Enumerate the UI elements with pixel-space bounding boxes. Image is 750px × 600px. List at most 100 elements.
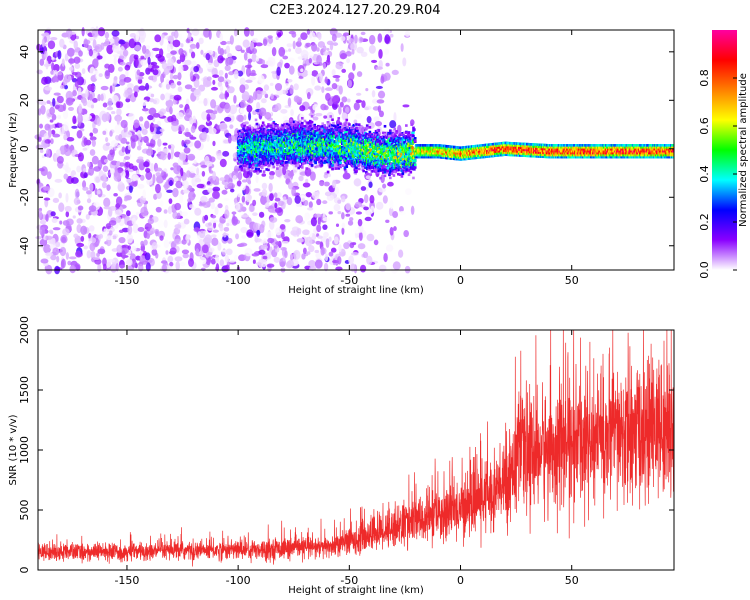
spectrogram-cell [356, 129, 359, 132]
spectrogram-cell [173, 94, 182, 101]
spectrogram-cell [65, 192, 69, 203]
spectrogram-cell [305, 167, 309, 170]
spectrogram-cell [200, 164, 208, 168]
spectrogram-cell [236, 149, 240, 153]
spectrogram-cell [361, 138, 365, 142]
spectrogram-cell [147, 218, 154, 225]
spectrogram-cell [272, 129, 276, 133]
spectrogram-cell [239, 84, 246, 93]
spectrogram-cell [357, 167, 361, 171]
spectrogram-cell [301, 253, 306, 260]
spectrogram-cell [281, 160, 285, 163]
spectrogram-cell [362, 134, 365, 137]
spectrogram-cell [344, 157, 348, 161]
spectrogram-cell [286, 134, 290, 137]
spectrogram-cell [251, 47, 258, 55]
spectrogram-cell [210, 258, 216, 265]
spectrogram-cell [138, 116, 144, 122]
spectrogram-cell [391, 69, 399, 76]
spectrogram-cell [292, 161, 296, 165]
spectrogram-cell [241, 91, 250, 101]
spectrogram-cell [50, 37, 58, 41]
spectrogram-cell [219, 123, 228, 130]
spectrogram-cell [112, 54, 120, 58]
spectrogram-cell [253, 153, 257, 157]
spectrogram-cell [114, 209, 123, 217]
spectrogram-cell [299, 105, 306, 112]
spectrogram-cell [169, 106, 173, 115]
spectrogram-cell [327, 158, 331, 161]
spectrogram-cell [83, 137, 88, 146]
spectrogram-cell [375, 66, 384, 70]
spectrogram-cell [224, 264, 230, 272]
spectrogram-cell [335, 253, 342, 257]
spectrogram-cell [224, 254, 230, 263]
spectrogram-cell [300, 116, 304, 120]
spectrogram-cell [51, 123, 56, 129]
spectrogram-cell [353, 228, 361, 234]
spectrogram-cell [315, 240, 321, 245]
spectrogram-cell [317, 153, 321, 156]
spectrogram-cell [39, 47, 43, 52]
spectrogram-cell [328, 141, 332, 145]
spectrogram-cell [39, 149, 44, 154]
spectrogram-cell [118, 237, 126, 244]
spectrogram-cell [276, 167, 279, 170]
spectrogram-cell [136, 158, 144, 164]
spectrogram-cell [249, 132, 252, 136]
spectrogram-cell [74, 52, 80, 56]
spectrogram-cell [72, 90, 77, 97]
spectrogram-cell [302, 247, 307, 255]
spectrogram-cell [199, 230, 206, 239]
spectrogram-cell [163, 67, 170, 76]
spectrogram-cell [179, 104, 184, 109]
spectrogram-cell [236, 130, 240, 134]
spectrogram-cell [254, 169, 258, 173]
spectrogram-cell [246, 104, 253, 113]
spectrogram-cell [260, 151, 264, 154]
spectrogram-cell [311, 76, 316, 86]
spectrogram-cell [198, 100, 204, 104]
spectrogram-cell [323, 173, 329, 179]
spectrogram-cell [170, 114, 177, 123]
spectrogram-cell [351, 145, 355, 148]
spectrogram-cell [286, 132, 290, 136]
spectrogram-cell [314, 149, 317, 153]
spectrogram-cell [260, 146, 263, 150]
spectrogram-cell [76, 242, 85, 248]
spectrogram-cell [274, 207, 283, 213]
spectrogram-cell [118, 134, 123, 141]
spectrogram-cell [337, 117, 341, 120]
spectrogram-cell [325, 144, 329, 147]
spectrogram-cell [350, 41, 358, 51]
spectrogram-cell [114, 124, 122, 135]
spectrogram-cell [295, 46, 302, 55]
spectrogram-cell [260, 64, 269, 69]
spectrogram-cell [335, 77, 340, 82]
spectrogram-cell [385, 219, 390, 223]
spectrogram-cell [310, 217, 318, 227]
spectrogram-cell [230, 188, 235, 193]
spectrogram-cell [182, 180, 189, 190]
spectrogram-cell [281, 162, 285, 165]
spectrogram-cell [242, 138, 245, 142]
spectrogram-cell [261, 143, 265, 146]
spectrogram-cell [311, 43, 318, 52]
spectrogram-cell [141, 128, 148, 135]
spectrogram-cell [304, 212, 309, 222]
spectrogram-cell [244, 140, 247, 144]
spectrogram-cell [331, 118, 334, 122]
spectrogram-cell [248, 205, 255, 213]
spectrogram-cell [260, 98, 267, 104]
spectrogram-cell [349, 263, 356, 272]
spectrogram-cell [308, 124, 312, 128]
spectrogram-cell [270, 161, 274, 164]
spectrogram-cell [264, 163, 268, 167]
spectrogram-cell [250, 69, 256, 75]
spectrogram-cell [299, 165, 302, 168]
spectrogram-cell [345, 202, 352, 211]
spectrogram-cell [206, 181, 211, 185]
spectrogram-cell [393, 226, 397, 232]
spectrogram-cell [385, 244, 394, 252]
spectrogram-cell [331, 139, 334, 142]
